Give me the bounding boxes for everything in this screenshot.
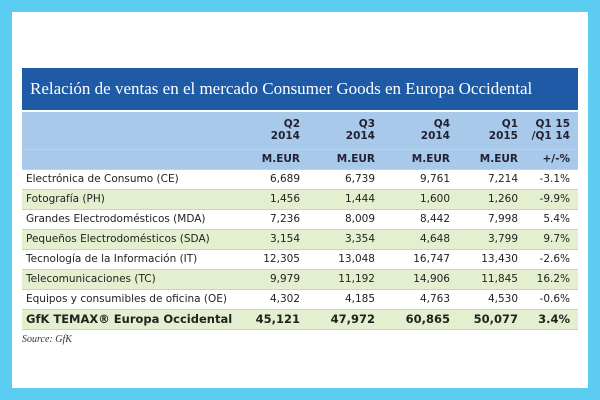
value-cell: -0.6% (539, 293, 570, 305)
value-cell: 4,302 (269, 293, 300, 305)
header-line: Q1 (501, 118, 518, 130)
value-cell: 1,600 (419, 193, 450, 205)
table-row: GfK TEMAX® Europa Occidental 45,121 47,972… (22, 310, 578, 330)
value-cell: 9,979 (269, 273, 300, 285)
column-header: Q4 2014 (375, 118, 450, 146)
row-label: Telecomunicaciones (TC) (26, 273, 156, 285)
value-cell: 11,192 (338, 273, 375, 285)
value-cell: 12,305 (263, 253, 300, 265)
units-row: M.EUR M.EUR M.EUR M.EUR +/-% (22, 150, 578, 170)
column-header: Q2 2014 (225, 118, 300, 146)
source-note: Source: GfK (22, 334, 72, 345)
value-cell: 6,689 (269, 173, 300, 185)
table-row: Tecnología de la Información (IT) 12,305 1… (22, 250, 578, 270)
value-cell: 3.4% (538, 312, 570, 326)
table-row: Fotografía (PH) 1,456 1,444 1,600 1,260 -9.9% (22, 190, 578, 210)
value-cell: -3.1% (539, 173, 570, 185)
value-cell: 45,121 (255, 312, 300, 326)
value-cell: 9,761 (419, 173, 450, 185)
table-row: Grandes Electrodomésticos (MDA) 7,236 8,00… (22, 210, 578, 230)
header-row: Q2 2014 Q3 2014 Q4 2014 Q1 2015 Q1 15/Q1 14 (22, 112, 578, 150)
value-cell: 14,906 (413, 273, 450, 285)
value-cell: 7,214 (487, 173, 518, 185)
header-line: Q4 (433, 118, 450, 130)
value-cell: 6,739 (344, 173, 375, 185)
value-cell: 1,456 (269, 193, 300, 205)
table: Q2 2014 Q3 2014 Q4 2014 Q1 2015 Q1 15/Q1 14 M.EUR… (22, 112, 578, 330)
value-cell: -9.9% (539, 193, 570, 205)
header-line: Q3 (358, 118, 375, 130)
header-line: 2014 (270, 130, 300, 142)
value-cell: 7,236 (269, 213, 300, 225)
value-cell: 60,865 (405, 312, 450, 326)
value-cell: 1,444 (344, 193, 375, 205)
row-label: Electrónica de Consumo (CE) (26, 173, 179, 185)
header-line: 2014 (420, 130, 450, 142)
value-cell: 16.2% (536, 273, 570, 285)
row-label: Grandes Electrodomésticos (MDA) (26, 213, 206, 225)
unit-label: M.EUR (479, 153, 518, 165)
table-row: Pequeños Electrodomésticos (SDA) 3,154 3,3… (22, 230, 578, 250)
value-cell: 1,260 (487, 193, 518, 205)
value-cell: 4,648 (419, 233, 450, 245)
value-cell: 50,077 (473, 312, 518, 326)
unit-label: +/-% (542, 153, 570, 165)
header-line: 2014 (345, 130, 375, 142)
unit-label: M.EUR (336, 153, 375, 165)
table-row: Electrónica de Consumo (CE) 6,689 6,739 9,7… (22, 170, 578, 190)
unit-label: M.EUR (411, 153, 450, 165)
value-cell: 16,747 (413, 253, 450, 265)
row-label: GfK TEMAX® Europa Occidental (26, 312, 233, 326)
value-cell: 11,845 (481, 273, 518, 285)
value-cell: 4,763 (419, 293, 450, 305)
header-line: Q1 15 (535, 118, 571, 130)
row-label: Equipos y consumibles de oficina (OE) (26, 293, 228, 305)
value-cell: 7,998 (487, 213, 518, 225)
value-cell: -2.6% (539, 253, 570, 265)
table-row: Equipos y consumibles de oficina (OE) 4,3… (22, 290, 578, 310)
value-cell: 8,442 (419, 213, 450, 225)
value-cell: 3,799 (487, 233, 518, 245)
header-line: 2015 (488, 130, 518, 142)
value-cell: 13,430 (481, 253, 518, 265)
table-title: Relación de ventas en el mercado Consume… (22, 68, 578, 110)
table-row: Telecomunicaciones (TC) 9,979 11,192 14,906… (22, 270, 578, 290)
header-line: Q2 (283, 118, 300, 130)
value-cell: 47,972 (330, 312, 375, 326)
header-line: /Q1 14 (531, 130, 570, 142)
value-cell: 8,009 (344, 213, 375, 225)
value-cell: 3,154 (269, 233, 300, 245)
value-cell: 9.7% (543, 233, 570, 245)
value-cell: 4,530 (487, 293, 518, 305)
value-cell: 13,048 (338, 253, 375, 265)
unit-label: M.EUR (261, 153, 300, 165)
column-header: Q1 15/Q1 14 (518, 118, 570, 146)
value-cell: 5.4% (543, 213, 570, 225)
value-cell: 3,354 (344, 233, 375, 245)
column-header: Q1 2015 (450, 118, 518, 146)
row-label: Pequeños Electrodomésticos (SDA) (26, 233, 210, 245)
column-header: Q3 2014 (300, 118, 375, 146)
row-label: Tecnología de la Información (IT) (26, 253, 198, 265)
value-cell: 4,185 (344, 293, 375, 305)
row-label: Fotografía (PH) (26, 193, 105, 205)
